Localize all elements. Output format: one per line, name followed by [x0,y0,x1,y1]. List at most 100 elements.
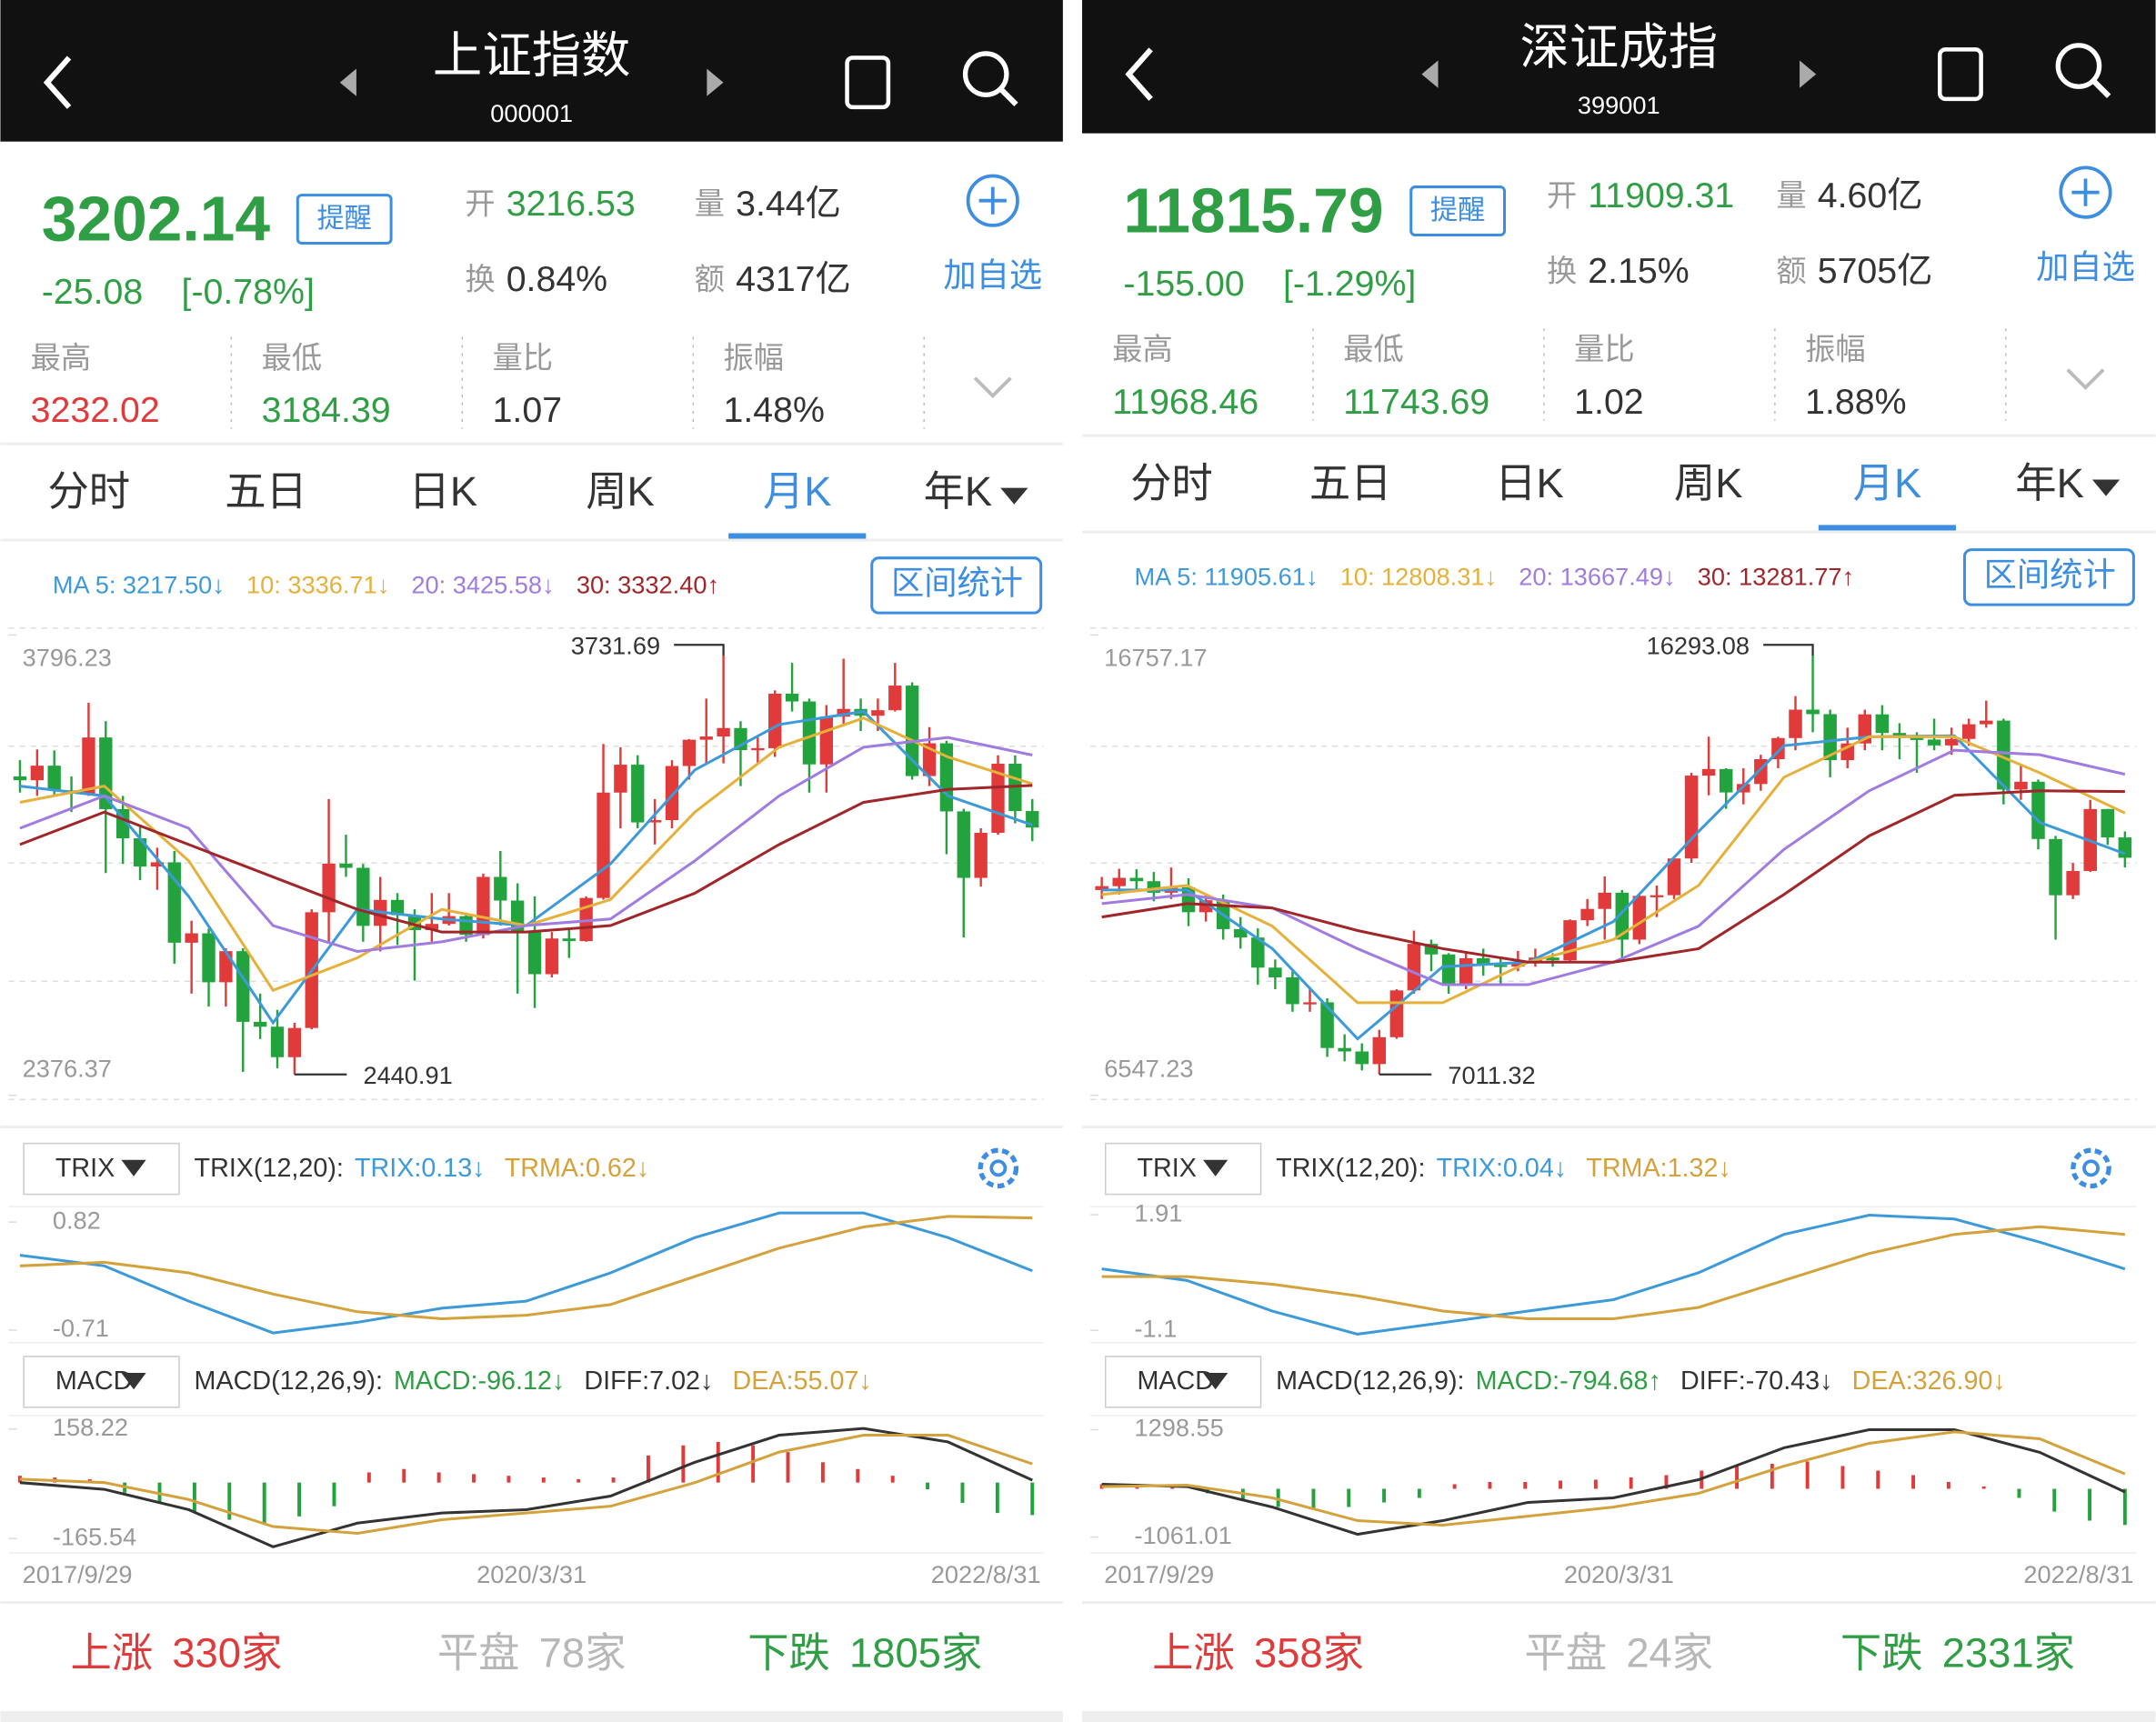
candle-body [2049,838,2062,896]
candle-body [1407,944,1421,991]
index-code: 399001 [1578,91,1660,119]
indicator-value: DIFF:-70.43↓ [1680,1367,1832,1396]
quote-label: 开 [1547,179,1577,213]
candle-body [2118,837,2132,858]
quote-value: 4317亿 [736,259,851,299]
add-watchlist[interactable]: 加自选 [943,256,1042,294]
switch-icon[interactable] [845,55,891,110]
macd-bar [1452,1484,1457,1489]
expand-chevron[interactable] [973,376,1012,399]
search-icon[interactable] [962,51,1009,97]
candle-body [699,736,713,740]
candle-body [1823,714,1837,761]
stat-value: 3184.39 [262,390,391,430]
index-code: 000001 [490,99,573,127]
add-icon[interactable] [966,174,1019,227]
candle-body [1424,944,1439,955]
period-tab[interactable]: 年K [924,468,993,515]
indicator-value: TRMA:0.62↓ [505,1154,650,1183]
macd-bar [1946,1481,1950,1489]
ma-legend-value: 3336.71↓ [287,571,389,599]
macd-bar [192,1482,196,1514]
breadth-label: 下跌 [747,1629,830,1676]
search-icon[interactable] [2055,43,2102,89]
ma-legend-value: 13667.49↓ [1560,563,1676,591]
candle-body [1927,739,1941,746]
x-date-label: 2020/3/31 [1564,1560,1674,1588]
macd-bar [2088,1488,2092,1521]
divider [0,442,1063,446]
candle-body [1650,895,1664,897]
stat-label: 量比 [493,342,554,375]
candle-body [1789,709,1802,738]
candle-body [1233,928,1248,938]
indicator-selector[interactable] [1104,1142,1262,1196]
back-button[interactable] [43,55,72,109]
settings-icon-hub [989,1159,1008,1177]
breadth-count: 1805家 [849,1629,982,1676]
macd-bar [1770,1463,1774,1489]
add-icon[interactable] [2059,165,2112,219]
quote-label: 换 [465,264,495,297]
period-tab[interactable]: 日K [408,468,477,515]
indicator-label: MACD(12,26,9): [195,1367,383,1396]
indicator-selector[interactable] [23,1142,180,1196]
header-bar [0,0,1063,142]
period-tab[interactable]: 五日 [1309,460,1392,506]
quote-label: 开 [465,188,495,222]
switch-icon[interactable] [1937,47,1983,102]
candle-body [1459,957,1473,986]
macd-bar [1276,1488,1280,1507]
indicator-selector[interactable] [1104,1356,1262,1408]
next-arrow[interactable] [707,68,724,96]
candle-body [819,716,833,765]
settings-icon[interactable] [978,1147,1019,1189]
macd-bar [506,1476,511,1483]
period-tab[interactable]: 月K [763,468,832,515]
period-tab[interactable]: 周K [586,468,655,515]
y-tick-label: 16757.17 [1104,644,1207,672]
range-stats-button[interactable] [870,556,1043,615]
bottom-band [0,1710,1063,1722]
alert-badge[interactable] [296,194,393,245]
indicator-line [1101,1214,2126,1336]
breadth-label: 上涨 [71,1629,154,1676]
candle-body [1372,1036,1387,1065]
range-stats-button[interactable] [1962,548,2135,606]
next-arrow[interactable] [1800,60,1817,88]
candle-body [597,792,610,898]
prev-arrow[interactable] [339,68,356,96]
candle-body [2101,808,2115,838]
candle-body [270,1026,285,1057]
candle-body [494,876,507,901]
panel: 上证指数 000001 3202.14 提醒 -25.08 [-0.78%] 开 3216.5… [0,0,1063,1722]
search-handle [998,87,1018,107]
period-tab[interactable]: 月K [1853,460,1922,506]
settings-icon[interactable] [2071,1147,2111,1189]
candle-body [1806,709,1820,715]
macd-bar [960,1482,965,1503]
period-tab[interactable]: 分时 [1130,460,1213,506]
ma-legend-name: 10: [1340,563,1375,591]
ma-legend-name: 10: [246,571,281,599]
back-button[interactable] [1125,47,1153,101]
divider [1082,530,2156,534]
period-tab[interactable]: 周K [1674,460,1743,506]
candle-body [2066,870,2080,896]
period-tab[interactable]: 日K [1495,460,1564,506]
alert-badge[interactable] [1409,185,1507,236]
prev-arrow[interactable] [1421,60,1439,88]
period-tab[interactable]: 分时 [47,468,130,515]
add-watchlist[interactable]: 加自选 [2036,248,2135,285]
indicator-selector[interactable] [23,1356,180,1408]
candle-body [1112,877,1126,886]
period-tab[interactable]: 年K [2015,460,2084,506]
expand-chevron[interactable] [2066,368,2105,390]
indicator-selector-text: TRIX [1137,1154,1196,1183]
macd-bar [716,1441,720,1483]
add-icon-plus [2071,178,2100,206]
candle-body [202,933,216,983]
macd-bar [262,1482,266,1524]
period-tab[interactable]: 五日 [225,468,307,515]
